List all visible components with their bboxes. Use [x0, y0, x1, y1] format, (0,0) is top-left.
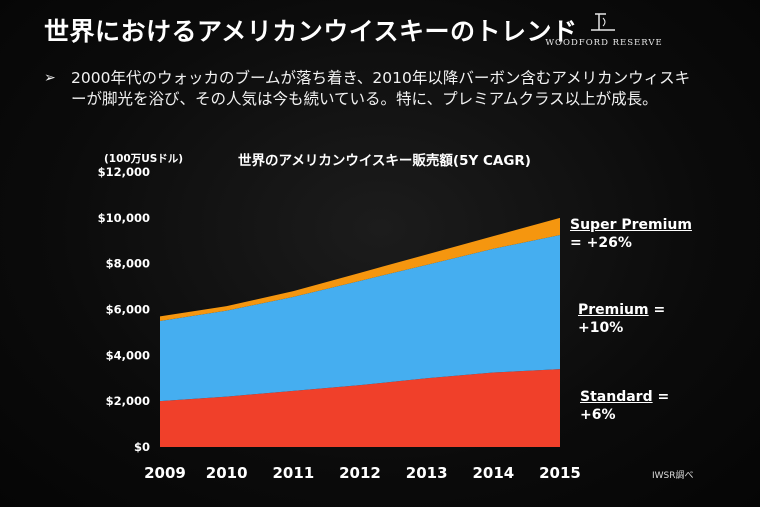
- label-premium-eq: =: [653, 302, 666, 318]
- area-standard: [160, 369, 560, 447]
- label-super-premium-cagr: = +26%: [570, 235, 632, 251]
- y-tick-label: $2,000: [106, 394, 150, 408]
- y-tick-label: $0: [134, 440, 150, 454]
- label-standard: Standard = +6%: [580, 388, 669, 424]
- chart-title: 世界のアメリカンウイスキー販売額(5Y CAGR): [238, 153, 531, 169]
- label-premium-cagr: +10%: [578, 320, 624, 336]
- brand-logo: WOODFORD RESERVE: [529, 12, 679, 54]
- x-tick-label: 2009: [144, 464, 186, 482]
- x-tick-label: 2012: [339, 464, 381, 482]
- source-note: IWSR調べ: [652, 471, 694, 481]
- y-tick-label: $8,000: [106, 257, 150, 271]
- bullet-arrow-icon: ➢: [44, 70, 56, 86]
- y-tick-label: $4,000: [106, 348, 150, 362]
- area-layers: [160, 217, 560, 447]
- x-tick-label: 2010: [206, 464, 248, 482]
- area-super-premium: [160, 217, 560, 321]
- y-tick-label: $10,000: [98, 211, 150, 225]
- x-tick-label: 2014: [472, 464, 514, 482]
- area-premium: [160, 235, 560, 402]
- label-super-premium-name: Super Premium: [570, 217, 692, 233]
- x-axis: 2009 2010 2011 2012 2013 2014 2015: [144, 464, 581, 482]
- bullet-text: 2000年代のウォッカのブームが落ち着き、2010年以降バーボン含むアメリカンウ…: [71, 69, 691, 108]
- x-tick-label: 2011: [272, 464, 314, 482]
- label-premium: Premium = +10%: [578, 301, 665, 337]
- x-tick-label: 2015: [539, 464, 581, 482]
- slide-title: 世界におけるアメリカンウイスキーのトレンド: [44, 17, 578, 46]
- y-tick-label: $6,000: [106, 303, 150, 317]
- y-tick-label: $12,000: [98, 165, 150, 179]
- label-standard-cagr: +6%: [580, 407, 616, 423]
- x-tick-label: 2013: [406, 464, 448, 482]
- label-premium-name: Premium: [578, 302, 649, 318]
- label-standard-name: Standard: [580, 389, 653, 405]
- woodford-logo-icon: [591, 13, 615, 31]
- y-unit-label: (100万USドル): [104, 153, 184, 165]
- label-standard-eq: =: [657, 389, 670, 405]
- brand-name: WOODFORD RESERVE: [545, 38, 663, 48]
- label-super-premium: Super Premium = +26%: [570, 216, 692, 252]
- y-axis: $0 $2,000 $4,000 $6,000 $8,000 $10,000 $12,000: [98, 165, 150, 454]
